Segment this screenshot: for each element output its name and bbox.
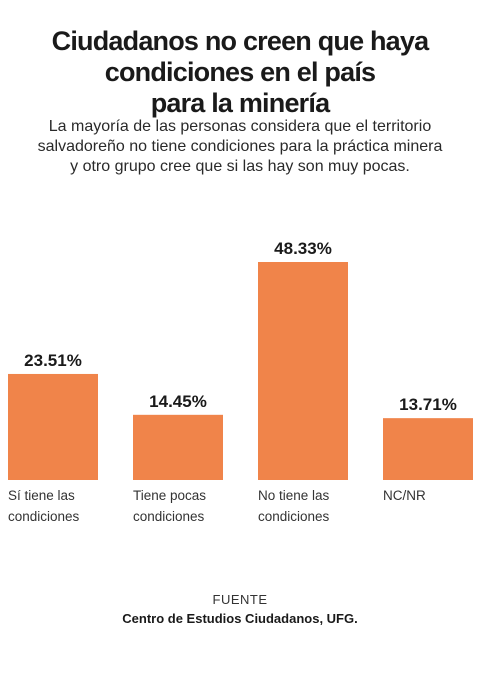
chart-title-line: para la minería: [150, 88, 330, 118]
source-name: Centro de Estudios Ciudadanos, UFG.: [122, 611, 358, 626]
category-label: NC/NR: [383, 488, 426, 503]
source-label: FUENTE: [212, 592, 268, 607]
bar: [258, 262, 348, 480]
bar: [133, 414, 223, 480]
chart-title: Ciudadanos no creen que haya condiciones…: [0, 26, 480, 119]
chart-subtitle-line: salvadoreño no tiene condiciones para la…: [37, 138, 443, 155]
bar-value-label: 14.45%: [149, 392, 207, 411]
category-label: Tiene pocas: [133, 488, 206, 503]
chart-subtitle-line: La mayoría de las personas considera que…: [48, 118, 432, 135]
category-label: condiciones: [258, 509, 330, 524]
category-label: No tiene las: [258, 488, 330, 503]
category-label: condiciones: [8, 509, 80, 524]
chart-title-line: Ciudadanos no creen que haya: [51, 26, 430, 56]
bar: [8, 373, 98, 480]
category-label: condiciones: [133, 509, 205, 524]
bar-value-label: 48.33%: [274, 239, 332, 258]
chart-title-line: condiciones en el país: [104, 57, 376, 87]
chart-subtitle-line: y otro grupo cree que si las hay son muy…: [70, 158, 410, 175]
bar-value-label: 23.51%: [24, 351, 82, 370]
bar: [383, 418, 473, 480]
bar-value-label: 13.71%: [399, 395, 457, 414]
category-label: Sí tiene las: [8, 488, 75, 503]
chart-subtitle: La mayoría de las personas considera que…: [0, 117, 480, 177]
